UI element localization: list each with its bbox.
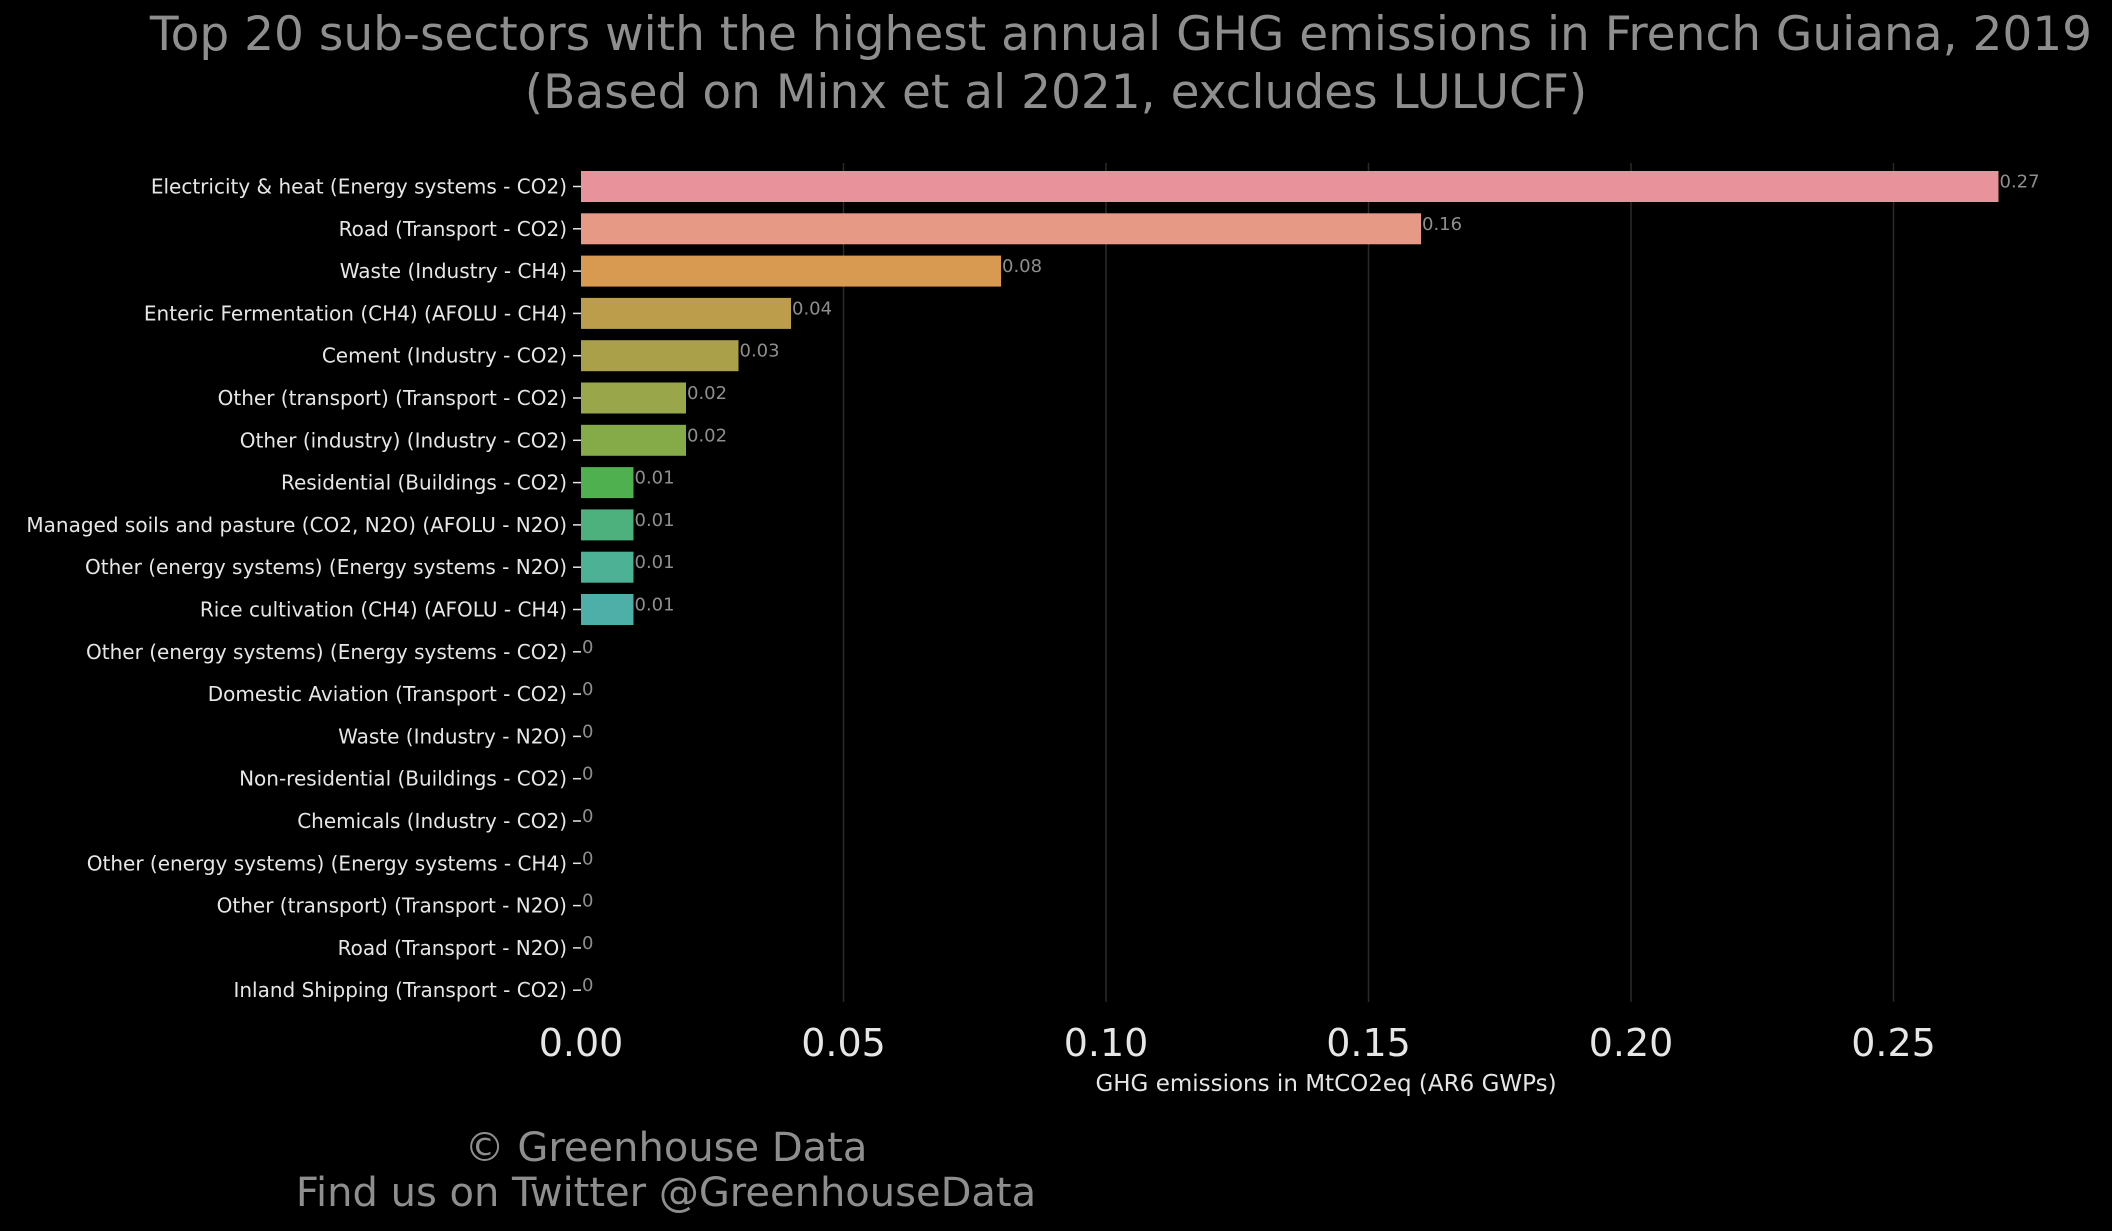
value-label: 0.01: [635, 510, 675, 531]
category-label: Rice cultivation (CH4) (AFOLU - CH4): [200, 598, 567, 622]
value-label: 0.01: [635, 552, 675, 573]
category-label: Other (industry) (Industry - CO2): [240, 428, 567, 452]
bar: [581, 297, 791, 329]
category-label: Inland Shipping (Transport - CO2): [233, 978, 567, 1002]
bar: [581, 213, 1421, 245]
chart-title-line-1: Top 20 sub-sectors with the highest annu…: [149, 7, 2093, 62]
category-label: Waste (Industry - N2O): [338, 724, 567, 748]
category-label: Other (transport) (Transport - N2O): [217, 894, 567, 918]
value-label: 0: [582, 679, 593, 700]
value-label: 0: [582, 764, 593, 785]
value-label: 0.02: [687, 425, 727, 446]
footer-twitter: Find us on Twitter @GreenhouseData: [295, 1170, 1037, 1216]
x-tick-label: 0.20: [1589, 1021, 1674, 1065]
bar: [581, 509, 634, 541]
x-tick-label: 0.05: [801, 1021, 886, 1065]
x-tick-label: 0.10: [1064, 1021, 1149, 1065]
category-label: Road (Transport - N2O): [338, 936, 567, 960]
chart-title-line-2: (Based on Minx et al 2021, excludes LULU…: [524, 65, 1588, 120]
category-label: Electricity & heat (Energy systems - CO2…: [151, 175, 567, 199]
value-label: 0.02: [687, 383, 727, 404]
footer-copyright: © Greenhouse Data: [464, 1125, 868, 1171]
value-label: 0: [582, 637, 593, 658]
x-tick-label: 0.00: [539, 1021, 624, 1065]
bar: [581, 382, 686, 414]
x-axis-ticks: 0.00 0.05 0.10 0.15 0.20 0.25: [539, 1021, 1936, 1065]
category-label: Road (Transport - CO2): [339, 217, 567, 241]
bar: [581, 255, 1001, 287]
value-label: 0: [582, 806, 593, 827]
chart-title: Top 20 sub-sectors with the highest annu…: [0, 6, 2112, 122]
category-label: Other (energy systems) (Energy systems -…: [87, 851, 567, 875]
bar: [581, 551, 634, 583]
category-label: Other (transport) (Transport - CO2): [218, 386, 567, 410]
value-label: 0.01: [635, 468, 675, 489]
x-tick-label: 0.25: [1851, 1021, 1936, 1065]
value-label: 0.27: [2000, 172, 2040, 193]
category-label: Chemicals (Industry - CO2): [297, 809, 567, 833]
category-label: Residential (Buildings - CO2): [281, 471, 567, 495]
value-label: 0.03: [740, 341, 780, 362]
category-label: Managed soils and pasture (CO2, N2O) (AF…: [26, 513, 567, 537]
footer: © Greenhouse Data Find us on Twitter @Gr…: [0, 1126, 1332, 1216]
value-label: 0.04: [792, 298, 832, 319]
bar: [581, 467, 634, 499]
category-labels: Electricity & heat (Energy systems - CO2…: [26, 175, 581, 1002]
category-label: Other (energy systems) (Energy systems -…: [85, 555, 567, 579]
value-label: 0: [582, 891, 593, 912]
category-label: Cement (Industry - CO2): [322, 344, 567, 368]
grid-lines: [842, 163, 1895, 1002]
category-label: Enteric Fermentation (CH4) (AFOLU - CH4): [144, 301, 567, 325]
category-label: Non-residential (Buildings - CO2): [239, 767, 567, 791]
value-label: 0: [582, 848, 593, 869]
bar: [581, 171, 1999, 202]
bar: [581, 424, 686, 456]
bar: [581, 340, 739, 372]
value-label: 0.08: [1002, 256, 1042, 277]
bar: [581, 594, 634, 625]
value-label: 0.01: [635, 595, 675, 616]
value-label: 0: [582, 721, 593, 742]
value-label: 0: [582, 933, 593, 954]
value-label: 0.16: [1422, 214, 1462, 235]
x-tick-label: 0.15: [1326, 1021, 1411, 1065]
bars: [581, 171, 1999, 625]
value-label: 0: [582, 975, 593, 996]
value-labels: 0.27 0.16 0.08 0.04 0.03 0.02 0.02 0.01 0.01 0.01…: [582, 172, 2040, 997]
category-label: Other (energy systems) (Energy systems -…: [86, 640, 567, 664]
category-label: Waste (Industry - CH4): [340, 259, 567, 283]
category-label: Domestic Aviation (Transport - CO2): [208, 682, 567, 706]
x-axis-title: GHG emissions in MtCO2eq (AR6 GWPs): [1095, 1071, 1556, 1097]
